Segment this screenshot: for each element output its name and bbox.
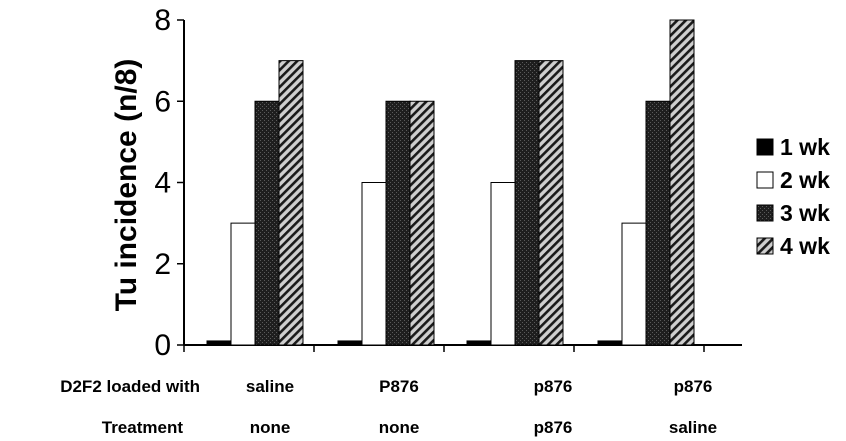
bar-3-wk-group-2 [385,100,411,346]
bar-1-wk-group-3 [466,340,492,346]
bar-3-wk-group-3 [514,60,540,346]
loaded-label: p876 [674,377,713,396]
y-tick-labels: 0 2 4 6 8 [154,4,171,362]
bar-2-wk-group-1 [230,222,256,346]
y-tick-label: 8 [154,4,171,37]
legend-label: 4 wk [780,233,830,259]
legend-label: 2 wk [780,167,830,193]
bar-3-wk-group-4 [645,100,671,346]
bars [206,19,695,346]
bar-1-wk-group-2 [337,340,363,346]
bar-1-wk-group-1 [206,340,232,346]
bar-2-wk-group-4 [621,222,647,346]
legend-swatch [756,171,774,189]
row-label-treatment: Treatment [102,418,184,437]
legend-label: 1 wk [780,134,830,160]
legend-swatch [756,138,774,156]
y-tick-label: 4 [154,167,171,200]
y-tick-label: 0 [154,329,171,362]
bar-2-wk-group-3 [490,182,516,346]
loaded-label: saline [246,377,294,396]
legend-swatch [756,237,774,255]
y-tick-label: 6 [154,85,171,118]
bar-4-wk-group-2 [409,100,435,346]
bar-4-wk-group-3 [538,60,564,346]
bar-1-wk-group-4 [597,340,623,346]
y-axis-label: Tu incidence (n/8) [110,59,143,312]
legend-swatch [756,204,774,222]
loaded-label: p876 [534,377,573,396]
bar-4-wk-group-4 [669,19,695,346]
bar-2-wk-group-2 [361,182,387,346]
y-tick-label: 2 [154,248,171,281]
loaded-label: P876 [379,377,419,396]
row-label-loaded: D2F2 loaded with [60,377,200,396]
treatment-label: p876 [534,418,573,437]
legend: 1 wk 2 wk 3 wk 4 wk [756,134,830,259]
legend-label: 3 wk [780,200,830,226]
bar-3-wk-group-1 [254,100,280,346]
bar-4-wk-group-1 [278,60,304,346]
treatment-label: saline [669,418,717,437]
category-rows: D2F2 loaded with Treatment saline none P876 n… [60,377,717,437]
treatment-label: none [379,418,420,437]
treatment-label: none [250,418,291,437]
